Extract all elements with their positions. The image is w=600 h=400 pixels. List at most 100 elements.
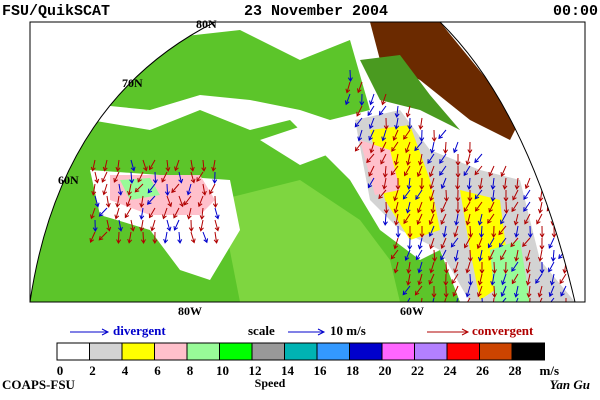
wind-arrow — [162, 207, 168, 220]
wind-arrow — [498, 297, 507, 302]
wind-arrow — [539, 237, 545, 250]
wind-arrow — [150, 219, 156, 232]
wind-arrow — [381, 129, 387, 142]
wind-arrow — [432, 249, 438, 262]
colorbar-swatch — [414, 342, 448, 361]
colorbar-tick: 10 — [216, 363, 229, 378]
wind-arrow — [440, 237, 447, 249]
wind-arrow — [367, 177, 375, 189]
wind-arrow — [392, 129, 399, 141]
wind-arrow — [546, 297, 555, 302]
wind-arrow — [393, 237, 399, 250]
wind-arrow — [443, 285, 449, 298]
wind-arrow — [368, 117, 375, 130]
wind-arrow — [500, 285, 507, 298]
wind-arrow — [474, 189, 483, 200]
wind-arrow — [165, 159, 171, 172]
colorbar: 0 2 4 6 8 10 12 14 16 18 20 22 24 26 28 m/s — [56, 342, 559, 378]
colorbar-swatch — [316, 342, 350, 361]
wind-arrow — [463, 201, 471, 213]
wind-arrow — [536, 213, 543, 225]
wind-arrow — [503, 201, 509, 214]
lon-label: 80W — [178, 304, 202, 318]
wind-arrow — [357, 129, 363, 142]
wind-arrow — [152, 231, 158, 244]
wind-arrow — [414, 285, 423, 296]
wind-arrow — [177, 231, 183, 244]
wind-arrow — [366, 153, 375, 164]
wind-arrow — [101, 171, 108, 183]
wind-arrow — [443, 273, 449, 286]
wind-arrow — [441, 297, 447, 302]
wind-arrow — [139, 195, 145, 208]
wind-arrow — [512, 189, 519, 201]
colorbar-tick: 6 — [154, 363, 161, 378]
wind-arrow — [114, 207, 120, 220]
wind-arrow — [501, 273, 507, 286]
wind-arrow — [527, 225, 533, 238]
wind-arrow — [454, 213, 460, 226]
wind-arrow — [511, 261, 519, 272]
wind-arrow — [209, 183, 216, 195]
footer-left: COAPS-FSU — [2, 377, 76, 392]
wind-arrow — [464, 237, 471, 249]
wind-arrow — [118, 219, 123, 232]
wind-arrow — [429, 297, 435, 302]
wind-arrow — [467, 189, 473, 202]
wind-arrow — [465, 153, 471, 166]
wind-arrow — [417, 237, 423, 250]
wind-arrow — [524, 177, 531, 190]
wind-arrow — [380, 153, 387, 165]
wind-arrow — [479, 261, 485, 274]
wind-arrow — [429, 237, 435, 250]
wind-arrow — [405, 153, 411, 166]
wind-arrow — [428, 165, 435, 178]
wind-arrow — [395, 177, 401, 190]
wind-arrow — [94, 195, 100, 208]
wind-arrow — [477, 213, 483, 226]
wind-arrow — [417, 273, 423, 286]
wind-arrow — [525, 249, 531, 262]
wind-arrow — [130, 219, 136, 232]
wind-arrow — [369, 141, 375, 154]
wind-arrow — [368, 165, 375, 177]
wind-arrow — [105, 195, 111, 208]
wind-arrow — [536, 297, 543, 302]
colorbar-tick: 12 — [249, 363, 262, 378]
wind-arrow — [467, 273, 473, 286]
wind-arrow — [500, 165, 507, 177]
wind-arrow — [455, 177, 461, 190]
wind-arrow — [453, 297, 459, 302]
wind-arrow — [383, 201, 389, 214]
colorbar-tick: 24 — [444, 363, 458, 378]
wind-arrow — [548, 237, 555, 249]
wind-arrow — [429, 141, 435, 154]
wind-arrow — [511, 201, 519, 213]
wind-arrow — [173, 207, 180, 219]
wind-arrow — [140, 231, 146, 244]
colorbar-swatch — [479, 342, 513, 361]
wind-arrow — [450, 237, 459, 248]
wind-arrow — [440, 249, 447, 261]
wind-arrow — [474, 153, 483, 164]
wind-arrow — [173, 219, 180, 231]
wind-arrow — [202, 231, 209, 244]
legend-scale: scale — [248, 323, 275, 338]
wind-arrow — [439, 153, 447, 164]
wind-arrow — [476, 237, 483, 250]
wind-arrow — [354, 141, 363, 152]
wind-arrow — [477, 273, 483, 286]
wind-arrow — [475, 201, 483, 212]
wind-arrow — [443, 189, 449, 202]
colorbar-swatch — [349, 342, 383, 361]
wind-arrow — [94, 171, 100, 184]
wind-arrow — [453, 249, 459, 262]
lat-label: 70N — [122, 76, 143, 90]
wind-arrow — [102, 159, 108, 172]
wind-arrow — [523, 189, 531, 201]
wind-arrow — [102, 183, 108, 196]
wind-arrow — [98, 207, 108, 217]
wind-arrow — [490, 273, 496, 286]
legend-divergent: divergent — [113, 323, 166, 338]
colorbar-swatch — [89, 342, 123, 361]
